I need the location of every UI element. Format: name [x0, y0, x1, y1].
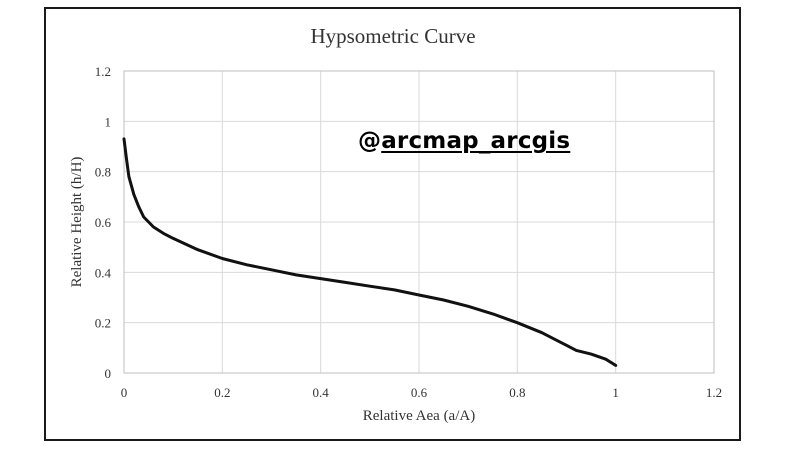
x-axis-label: Relative Aea (a/A)	[363, 408, 475, 424]
plot-area	[123, 70, 715, 374]
series	[122, 137, 618, 367]
tick-labels: 0 0.2 0.4 0.6 0.8 1 1.2 0 0.2 0.4 0.6 0.8 1 1.2	[95, 64, 722, 400]
y-tick-label: 0.6	[95, 215, 112, 230]
x-tick-label: 0.2	[214, 385, 230, 400]
watermark-handle: arcmap_arcgis	[381, 128, 571, 154]
gridlines	[123, 70, 715, 374]
x-tick-label: 0.6	[411, 385, 428, 400]
x-tick-label: 1	[612, 385, 619, 400]
x-tick-label: 0	[121, 385, 128, 400]
x-tick-label: 0.8	[509, 385, 525, 400]
y-tick-label: 1	[105, 114, 112, 129]
chart-frame	[44, 7, 741, 441]
y-tick-label: 0.4	[95, 265, 112, 280]
y-axis-label: Relative Height (h/H)	[69, 157, 85, 288]
watermark: @arcmap_arcgis	[358, 128, 570, 154]
x-tick-label: 1.2	[706, 385, 722, 400]
x-tick-label: 0.4	[313, 385, 330, 400]
chart-title: Hypsometric Curve	[310, 24, 475, 48]
y-tick-label: 1.2	[95, 64, 111, 79]
threads-icon: @	[358, 128, 382, 154]
y-tick-label: 0.2	[95, 316, 111, 331]
y-tick-label: 0	[105, 366, 112, 381]
series-line	[122, 137, 618, 367]
y-tick-label: 0.8	[95, 165, 111, 180]
